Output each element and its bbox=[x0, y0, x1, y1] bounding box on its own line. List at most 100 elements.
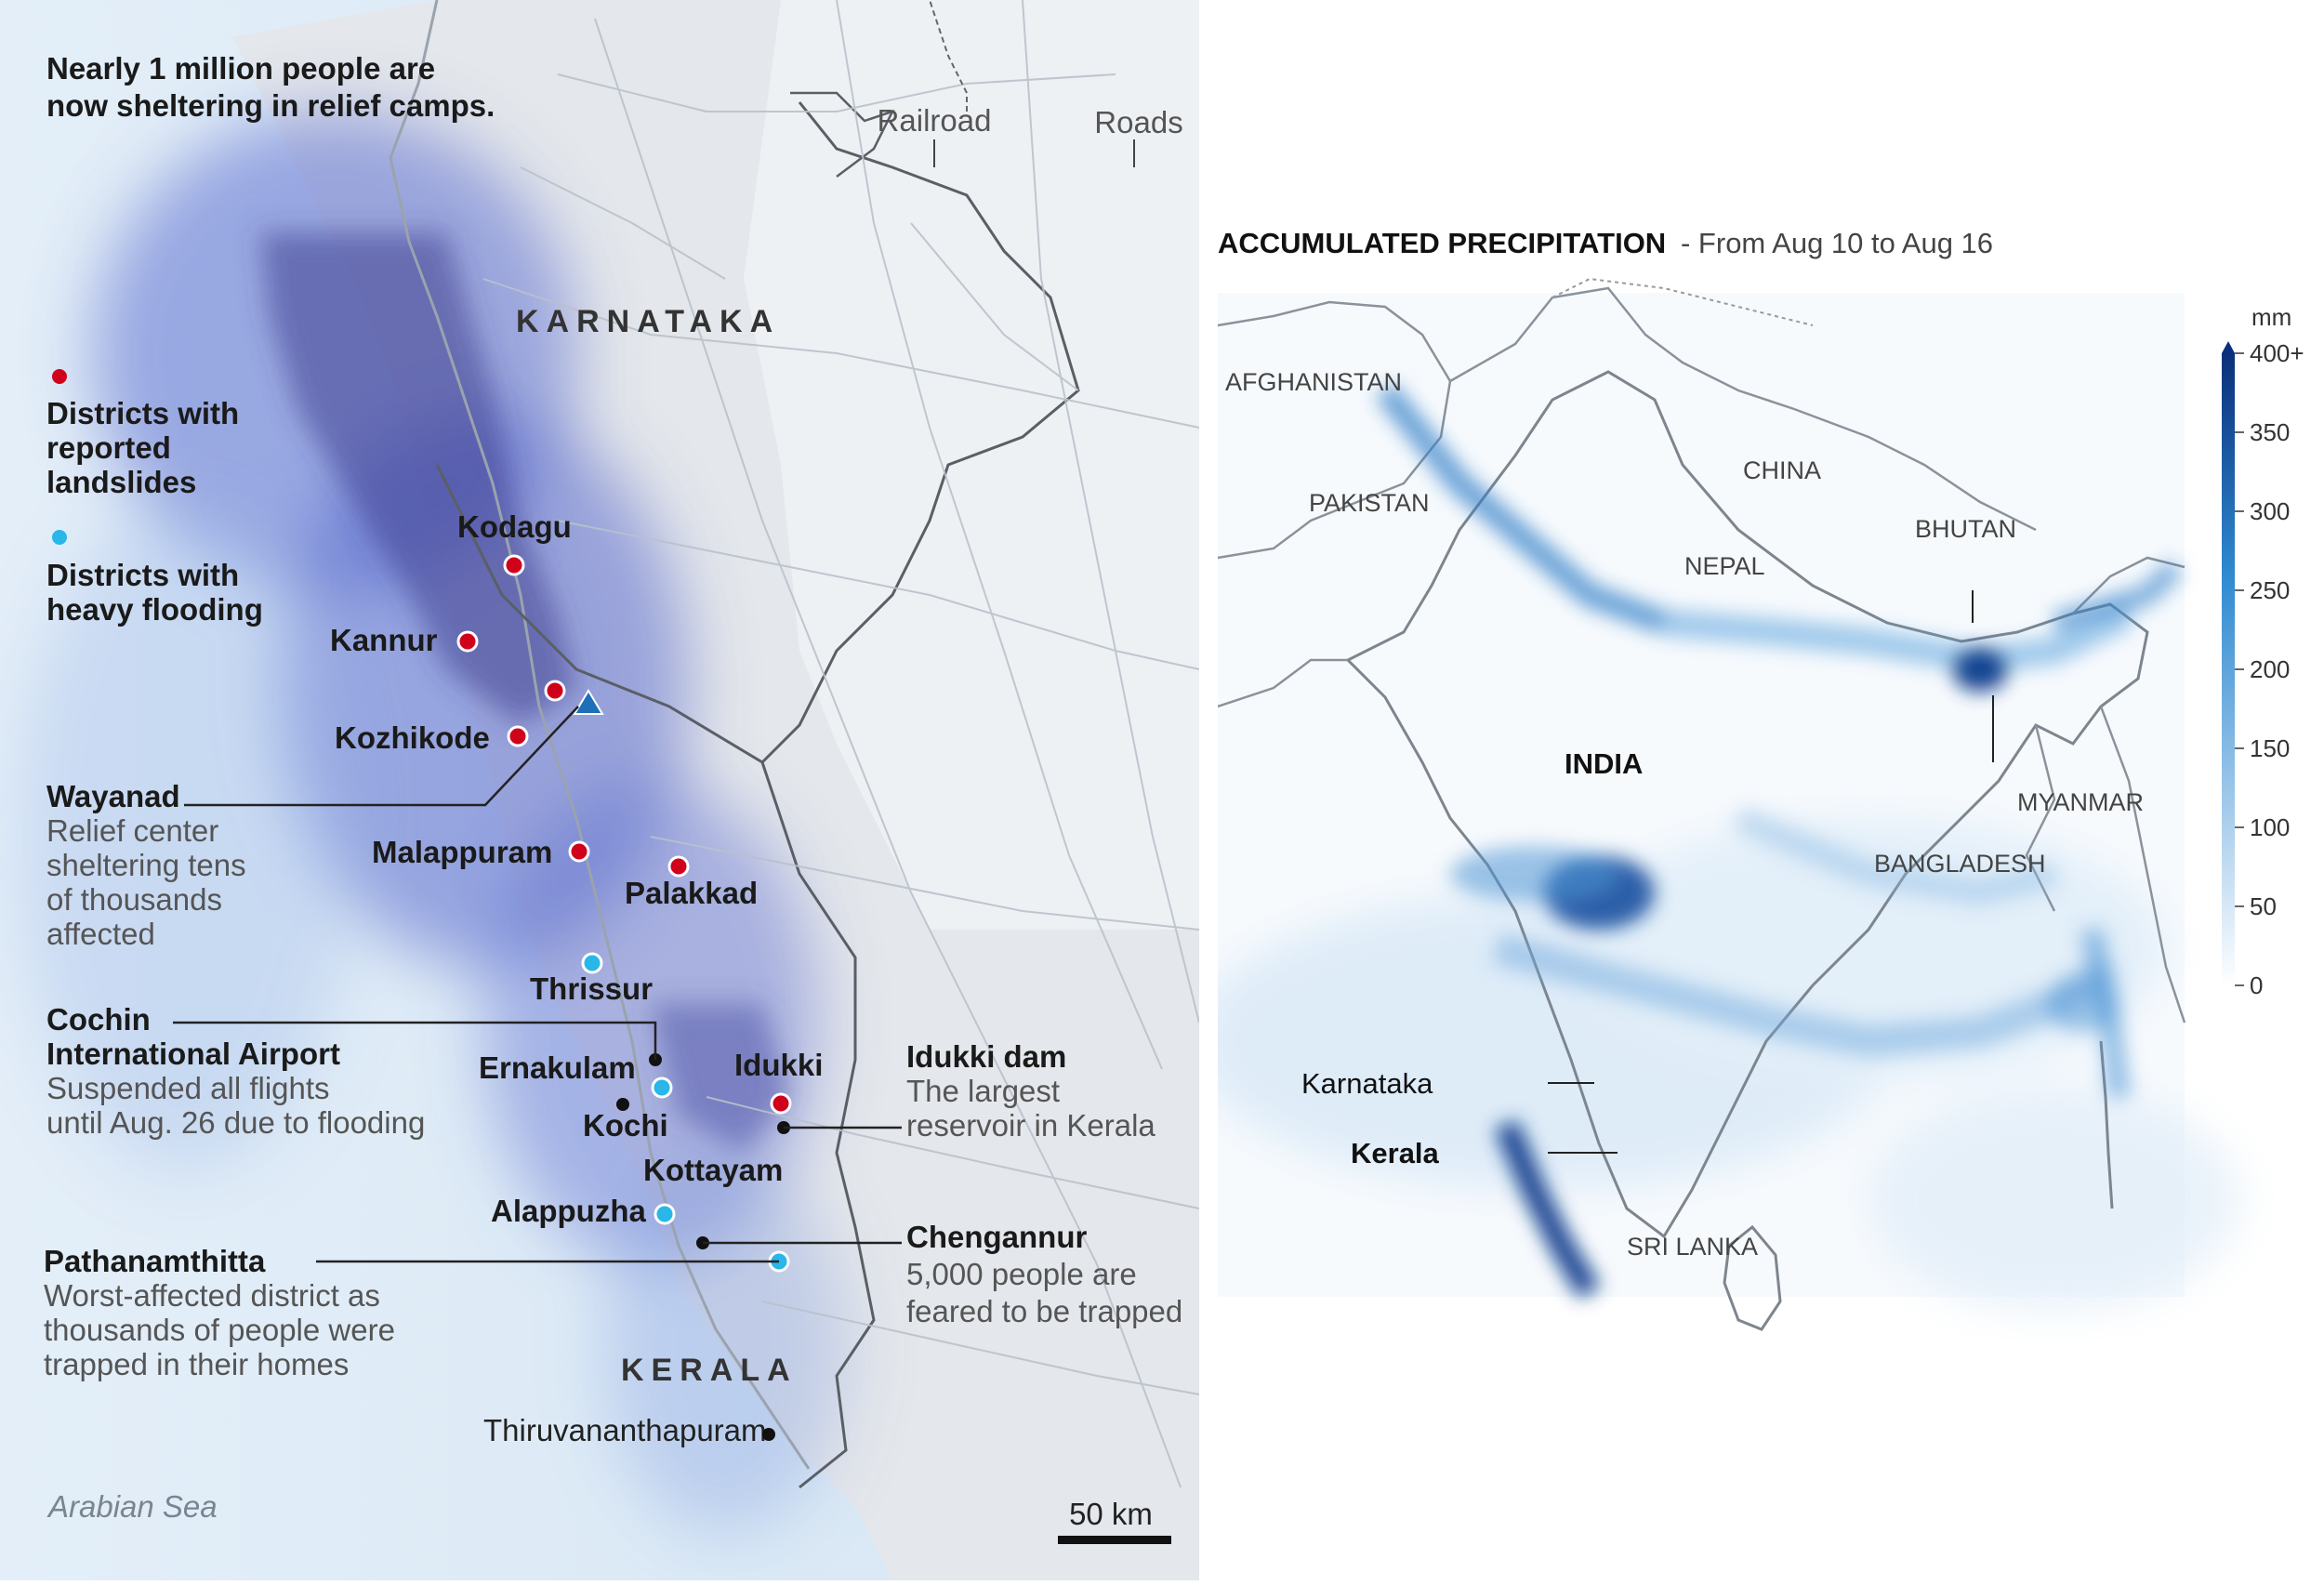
pathanamthitta-l2: thousands of people were bbox=[44, 1313, 395, 1347]
wayanad-title: Wayanad bbox=[46, 779, 180, 813]
label-thrissur: Thrissur bbox=[530, 971, 653, 1006]
scale-tick-0: 0 bbox=[2250, 971, 2263, 999]
scale-tick-300: 300 bbox=[2250, 497, 2290, 525]
marker-ernakulam bbox=[651, 1076, 673, 1099]
india-outline bbox=[1345, 370, 2149, 1239]
northern-border bbox=[790, 91, 895, 178]
marker-thrissur bbox=[581, 952, 603, 974]
dot-thiruvananthapuram bbox=[762, 1428, 775, 1441]
legend-landslide-l3: landslides bbox=[46, 465, 196, 499]
label-srilanka: SRI LANKA bbox=[1627, 1233, 1758, 1261]
arabian-sea-label: Arabian Sea bbox=[46, 1489, 218, 1524]
rainfall-core bbox=[260, 232, 790, 1153]
label-kerala: Kerala bbox=[1351, 1137, 1440, 1169]
precip-bands bbox=[1375, 382, 2183, 1299]
marker-wayanad-district bbox=[544, 680, 566, 702]
precipitation-map-panel: ACCUMULATED PRECIPITATION - From Aug 10 … bbox=[1190, 223, 2324, 1339]
scale-tick-50: 50 bbox=[2250, 892, 2277, 920]
coastline bbox=[389, 0, 811, 1470]
idukki-dam-title: Idukki dam bbox=[906, 1039, 1066, 1074]
marker-malappuram bbox=[568, 840, 590, 863]
scale-tick-350: 350 bbox=[2250, 418, 2290, 446]
headline-line1: Nearly 1 million people are bbox=[46, 51, 435, 86]
label-malappuram: Malappuram bbox=[372, 835, 552, 869]
scale-bar bbox=[1058, 1536, 1171, 1544]
karnataka-interior bbox=[744, 0, 1199, 930]
scale-arrow bbox=[2222, 341, 2235, 353]
marker-kannur bbox=[456, 630, 479, 653]
landslide-legend-dot bbox=[52, 369, 67, 384]
marker-palakkad bbox=[667, 855, 690, 878]
wayanad-l4: affected bbox=[46, 917, 155, 951]
label-kodagu: Kodagu bbox=[457, 509, 572, 544]
legend-landslide-l2: reported bbox=[46, 430, 171, 465]
state-karnataka: KARNATAKA bbox=[516, 304, 780, 339]
label-bhutan: BHUTAN bbox=[1915, 515, 2016, 543]
label-palakkad: Palakkad bbox=[625, 876, 758, 910]
china-dotted-border bbox=[1552, 277, 1814, 326]
chengannur-l2: feared to be trapped bbox=[906, 1294, 1182, 1328]
railroad-line bbox=[929, 0, 968, 112]
dot-kochi bbox=[616, 1098, 629, 1111]
scale-tick-100: 100 bbox=[2250, 813, 2290, 841]
label-nepal: NEPAL bbox=[1684, 552, 1765, 580]
roads-label: Roads bbox=[1094, 105, 1182, 139]
scale-ramp bbox=[2222, 353, 2235, 985]
wayanad-relief-triangle bbox=[573, 689, 604, 715]
kerala-boundary bbox=[435, 464, 876, 1489]
idukki-dam-l2: reservoir in Kerala bbox=[906, 1108, 1155, 1143]
flooding-legend-dot bbox=[52, 530, 67, 545]
scale-tick-400: 400+ bbox=[2250, 339, 2304, 367]
precip-map: AFGHANISTAN PAKISTAN CHINA NEPAL BHUTAN … bbox=[1190, 277, 2240, 1331]
state-kerala: KERALA bbox=[621, 1353, 798, 1388]
landslide-markers bbox=[456, 554, 792, 1115]
label-alappuzha: Alappuzha bbox=[491, 1194, 646, 1228]
color-scale: mm 400+ 350 300 250 200 150 100 50 0 bbox=[2222, 303, 2304, 999]
precip-title: ACCUMULATED PRECIPITATION bbox=[1218, 227, 1666, 259]
scale-unit: mm bbox=[2251, 303, 2291, 331]
label-kannur: Kannur bbox=[330, 623, 438, 657]
karnataka-boundary bbox=[760, 101, 1080, 764]
label-ernakulam: Ernakulam bbox=[479, 1050, 636, 1085]
pathanamthitta-l3: trapped in their homes bbox=[44, 1347, 349, 1381]
leader-lines bbox=[173, 706, 902, 1263]
idukki-dam-l1: The largest bbox=[906, 1074, 1060, 1108]
precip-subtitle: - From Aug 10 to Aug 16 bbox=[1681, 227, 1993, 259]
marker-kozhikode bbox=[507, 725, 529, 747]
scale-ticks bbox=[2235, 352, 2244, 986]
pathanamthitta-l1: Worst-affected district as bbox=[44, 1278, 380, 1313]
label-kochi: Kochi bbox=[583, 1108, 668, 1143]
headline-line2: now sheltering in relief camps. bbox=[46, 88, 495, 123]
label-myanmar: MYANMAR bbox=[2017, 788, 2144, 816]
pathanamthitta-title: Pathanamthitta bbox=[44, 1244, 266, 1278]
label-afghanistan: AFGHANISTAN bbox=[1225, 368, 1402, 396]
road-network bbox=[482, 0, 1200, 1488]
wayanad-l3: of thousands bbox=[46, 882, 222, 917]
neighbor-borders bbox=[1217, 286, 2186, 1024]
railroad-label: Railroad bbox=[878, 103, 992, 138]
label-thiruvananthapuram: Thiruvananthapuram bbox=[483, 1413, 767, 1447]
airport-l2: until Aug. 26 due to flooding bbox=[46, 1105, 425, 1140]
label-karnataka: Karnataka bbox=[1301, 1067, 1433, 1100]
label-kottayam: Kottayam bbox=[643, 1153, 783, 1187]
label-india: INDIA bbox=[1565, 747, 1643, 780]
airport-title-l1: Cochin bbox=[46, 1002, 151, 1037]
scale-label: 50 km bbox=[1069, 1497, 1153, 1531]
label-kozhikode: Kozhikode bbox=[335, 720, 490, 755]
wayanad-l2: sheltering tens bbox=[46, 848, 246, 882]
sri-lanka-outline bbox=[1723, 1224, 1782, 1331]
legend-flooding-l2: heavy flooding bbox=[46, 592, 263, 627]
scale-tick-200: 200 bbox=[2250, 655, 2290, 683]
scale-tick-250: 250 bbox=[2250, 576, 2290, 604]
legend-landslide-l1: Districts with bbox=[46, 396, 239, 430]
airport-title-l2: International Airport bbox=[46, 1037, 340, 1071]
airport-l1: Suspended all flights bbox=[46, 1071, 330, 1105]
andaman-islands bbox=[2099, 1040, 2114, 1209]
label-idukki: Idukki bbox=[734, 1048, 823, 1082]
kerala-flood-map: Railroad Roads Nearly 1 million people a… bbox=[0, 0, 1200, 1580]
country-pointers bbox=[1548, 590, 1994, 1154]
label-bangladesh: BANGLADESH bbox=[1874, 850, 2046, 878]
marker-alappuzha bbox=[654, 1203, 676, 1225]
label-pakistan: PAKISTAN bbox=[1309, 489, 1430, 517]
chengannur-l1: 5,000 people are bbox=[906, 1257, 1137, 1291]
